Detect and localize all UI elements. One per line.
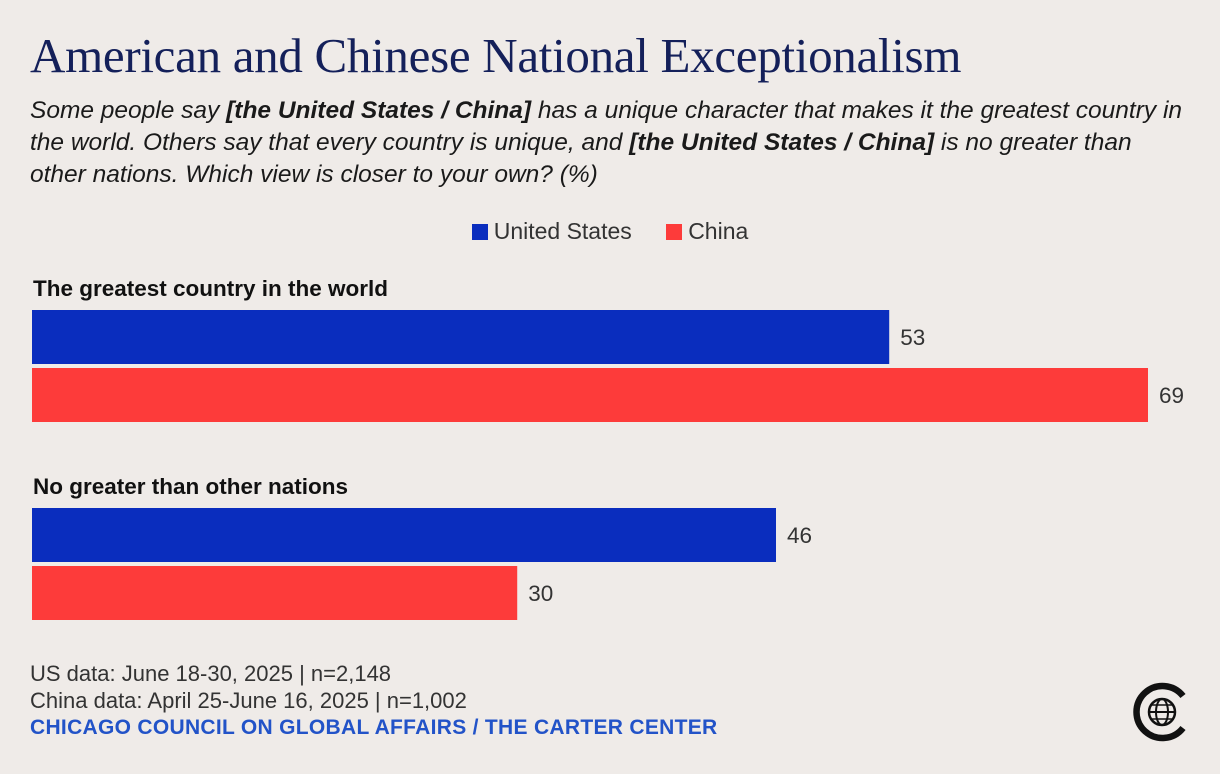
bar-no-greater-china: [32, 566, 517, 620]
category-label-no-greater: No greater than other nations: [33, 474, 348, 499]
value-label-greatest-china: 69: [1159, 383, 1184, 408]
source-credit: CHICAGO COUNCIL ON GLOBAL AFFAIRS / THE …: [30, 714, 718, 741]
bar-greatest-china: [32, 368, 1148, 422]
legend-swatch-china: [666, 224, 682, 240]
subtitle-bold-1: [the United States / China]: [226, 97, 531, 124]
china-data-note: China data: April 25-June 16, 2025 | n=1…: [30, 687, 718, 714]
chart-title: American and Chinese National Exceptiona…: [30, 28, 961, 84]
chart-footer: US data: June 18-30, 2025 | n=2,148 Chin…: [30, 660, 718, 741]
category-label-greatest: The greatest country in the world: [33, 276, 388, 301]
bar-no-greater-us: [32, 508, 776, 562]
legend-item-us: United States: [472, 218, 632, 245]
subtitle-text-1: Some people say: [30, 97, 226, 124]
chart-subtitle: Some people say [the United States / Chi…: [30, 95, 1190, 191]
bar-chart: The greatest country in the world 53 69 No …: [0, 260, 1220, 640]
legend-swatch-us: [472, 224, 488, 240]
globe-c-logo-icon: [1131, 682, 1191, 742]
value-label-greatest-us: 53: [900, 325, 925, 350]
value-label-no-greater-china: 30: [528, 581, 553, 606]
value-label-no-greater-us: 46: [787, 523, 812, 548]
legend-item-china: China: [666, 218, 748, 245]
us-data-note: US data: June 18-30, 2025 | n=2,148: [30, 660, 718, 687]
chart-legend: United States China: [0, 218, 1220, 246]
subtitle-bold-2: [the United States / China]: [629, 129, 934, 156]
legend-label-china: China: [688, 218, 748, 245]
bar-greatest-us: [32, 310, 889, 364]
legend-label-us: United States: [494, 218, 632, 245]
